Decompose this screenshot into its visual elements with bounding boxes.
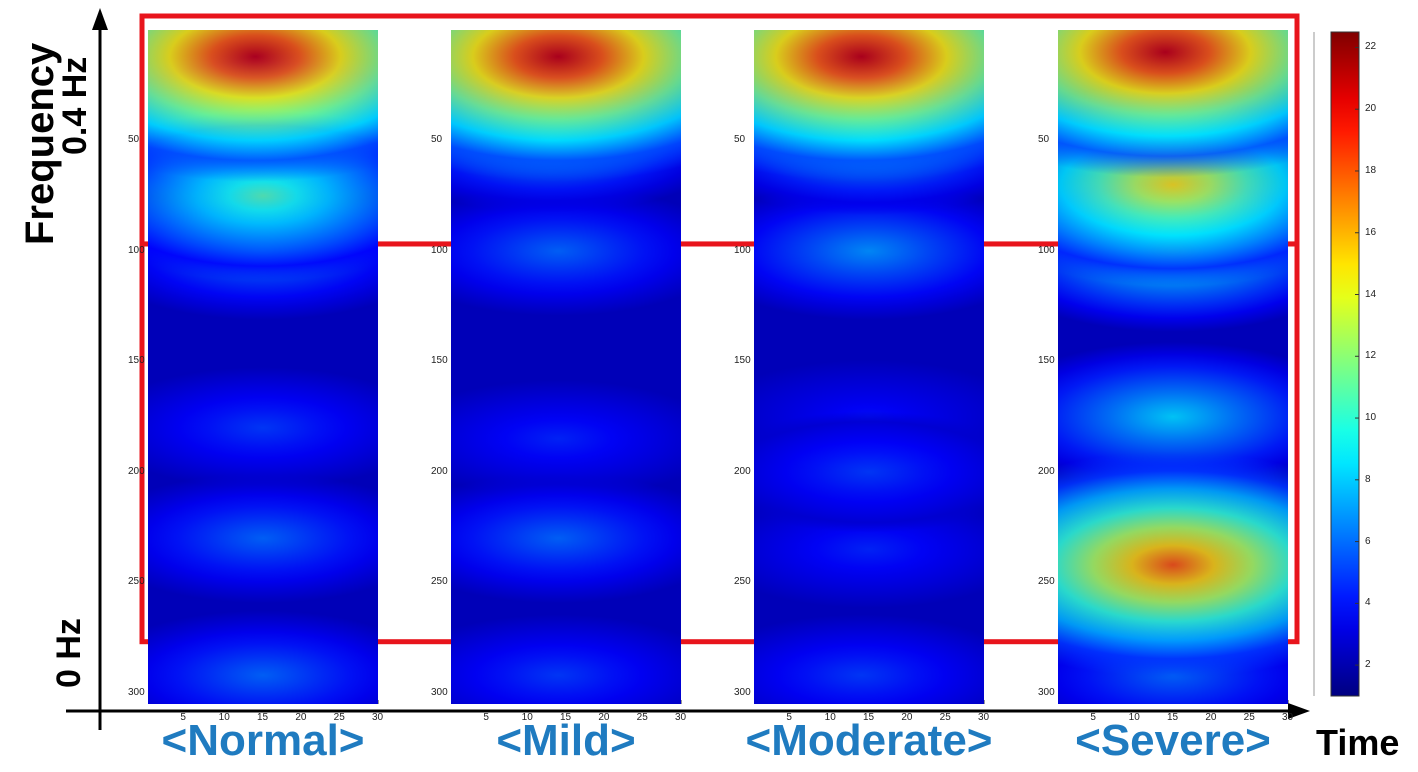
x-tick-label: 15 (257, 712, 269, 723)
y-tick-label: 300 (1038, 686, 1055, 698)
x-tick-label: 5 (483, 712, 489, 723)
y-tick-label: 200 (734, 465, 751, 477)
colorbar-bar (1330, 31, 1360, 697)
x-tick-label: 25 (333, 712, 345, 723)
x-tick-label: 30 (675, 712, 687, 723)
x-tick-label: 10 (218, 712, 230, 723)
y-tick-label: 150 (128, 355, 145, 367)
y-tick-label: 250 (734, 576, 751, 588)
colorbar-tick-label: 16 (1365, 226, 1377, 238)
heatmap-panel (754, 30, 984, 704)
y-tick-label: 150 (431, 355, 448, 367)
heatmap-blob (754, 30, 984, 704)
x-axis-arrow (1288, 703, 1310, 719)
colorbar-tick-label: 18 (1365, 164, 1377, 176)
y-tick-label: 150 (1038, 355, 1055, 367)
y-tick-label: 50 (1038, 134, 1050, 146)
y-tick-label: 200 (431, 465, 448, 477)
colorbar-tick-label: 22 (1365, 41, 1377, 53)
x-tick-label: 20 (901, 712, 913, 723)
x-tick-label: 30 (978, 712, 990, 723)
colorbar-tick-label: 8 (1365, 473, 1371, 485)
heatmap-blob (451, 30, 681, 704)
condition-label: <Moderate> (745, 716, 993, 765)
x-tick-label: 25 (636, 712, 648, 723)
x-tick-label: 30 (372, 712, 384, 723)
x-tick-label: 25 (939, 712, 951, 723)
colorbar-tick-label: 10 (1365, 412, 1377, 424)
y-tick-label: 300 (431, 686, 448, 698)
y-tick-label: 50 (128, 134, 140, 146)
colorbar-tick-label: 2 (1365, 659, 1371, 671)
colorbar-tick-label: 20 (1365, 103, 1377, 115)
condition-label: <Mild> (496, 716, 636, 765)
y-tick-label: 200 (1038, 465, 1055, 477)
colorbar-tick-label: 14 (1365, 288, 1377, 300)
heatmap-panel (148, 30, 378, 704)
colorbar-tick-label: 6 (1365, 535, 1371, 547)
highlight-box (139, 241, 1300, 645)
x-tick-label: 10 (1128, 712, 1140, 723)
x-tick-label: 15 (863, 712, 875, 723)
x-tick-label: 20 (295, 712, 307, 723)
y-tick-label: 50 (431, 134, 443, 146)
y-axis-arrow (92, 8, 108, 30)
x-tick-label: 20 (1205, 712, 1217, 723)
y-tick-label: 100 (734, 244, 751, 256)
heatmap-blob (1058, 30, 1288, 704)
x-tick-label: 15 (560, 712, 572, 723)
x-tick-label: 25 (1243, 712, 1255, 723)
heatmap-panel (1058, 30, 1288, 704)
x-tick-label: 5 (180, 712, 186, 723)
x-tick-label: 5 (786, 712, 792, 723)
y-tick-label: 250 (128, 576, 145, 588)
y-tick-label: 300 (128, 686, 145, 698)
colorbar-tick-label: 12 (1365, 350, 1377, 362)
y-tick-label: 300 (734, 686, 751, 698)
y-tick-label: 100 (128, 244, 145, 256)
x-tick-label: 10 (824, 712, 836, 723)
x-axis-title: Time (1316, 722, 1400, 763)
y-bottom-label: 0 Hz (50, 618, 88, 688)
y-tick-label: 250 (431, 576, 448, 588)
y-tick-label: 200 (128, 465, 145, 477)
y-tick-label: 250 (1038, 576, 1055, 588)
x-tick-label: 5 (1090, 712, 1096, 723)
condition-label: <Normal> (161, 716, 365, 765)
condition-label: <Severe> (1075, 716, 1271, 765)
heatmap-blob (148, 30, 378, 704)
x-tick-label: 10 (521, 712, 533, 723)
y-tick-label: 150 (734, 355, 751, 367)
heatmap-panel (451, 30, 681, 704)
x-tick-label: 15 (1167, 712, 1179, 723)
x-tick-label: 20 (598, 712, 610, 723)
y-top-label: 0.4 Hz (56, 56, 94, 155)
colorbar-tick-label: 4 (1365, 597, 1371, 609)
y-tick-label: 100 (1038, 244, 1055, 256)
x-tick-label: 30 (1282, 712, 1294, 723)
y-tick-label: 100 (431, 244, 448, 256)
y-tick-label: 50 (734, 134, 746, 146)
